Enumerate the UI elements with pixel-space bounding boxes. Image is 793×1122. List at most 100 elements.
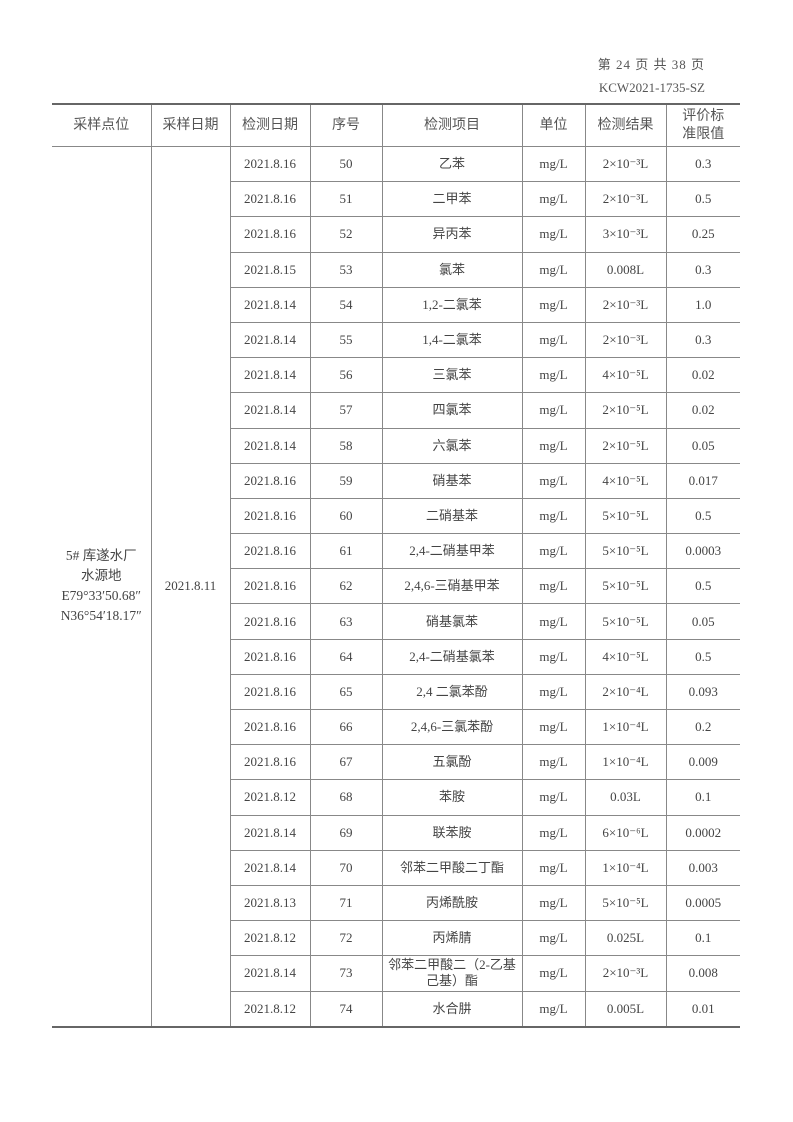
unit-cell: mg/L [521, 673, 586, 711]
col-limit: 评价标 准限值 [665, 103, 740, 147]
result-cell: 1×10⁻⁴L [584, 849, 667, 886]
result-cell: 2×10⁻⁴L [584, 673, 667, 711]
location-line2: 水源地 [81, 568, 122, 584]
test-date-cell: 2021.8.12 [230, 990, 311, 1028]
item-cell: 邻苯二甲酸二（2-乙基己基）酯 [381, 955, 523, 992]
test-date-cell: 2021.8.14 [230, 357, 311, 394]
limit-cell: 0.05 [665, 427, 740, 464]
table-row: 5# 库遂水厂 水源地 E79°33′50.68″ N36°54′18.17″ 2021… [52, 145, 740, 1028]
table-row: 2021.8.12 74 水合肼 mg/L 0.005L 0.01 [52, 990, 740, 1028]
limit-cell: 0.02 [665, 357, 740, 394]
table-row: 2021.8.13 71 丙烯酰胺 mg/L 5×10⁻⁵L 0.0005 [52, 884, 740, 922]
item-cell: 硝基氯苯 [381, 603, 523, 640]
col-result: 检测结果 [584, 103, 667, 147]
seq-cell: 61 [309, 533, 383, 570]
unit-cell: mg/L [521, 181, 586, 218]
seq-cell: 50 [309, 145, 383, 183]
item-cell: 丙烯酰胺 [381, 884, 523, 922]
unit-cell: mg/L [521, 990, 586, 1028]
seq-cell: 60 [309, 497, 383, 535]
limit-cell: 0.5 [665, 181, 740, 218]
result-cell: 0.03L [584, 779, 667, 816]
item-cell: 丙烯腈 [381, 920, 523, 957]
col-unit: 单位 [521, 103, 586, 147]
sample-date: 2021.8.11 [150, 145, 231, 1028]
unit-cell: mg/L [521, 533, 586, 570]
limit-cell: 0.008 [665, 955, 740, 992]
sample-location: 5# 库遂水厂 水源地 E79°33′50.68″ N36°54′18.17″ [52, 145, 152, 1028]
limit-cell: 0.009 [665, 744, 740, 781]
seq-cell: 55 [309, 321, 383, 359]
seq-cell: 70 [309, 849, 383, 886]
result-cell: 2×10⁻⁵L [584, 427, 667, 464]
item-cell: 氯苯 [381, 251, 523, 288]
result-cell: 2×10⁻³L [584, 181, 667, 218]
unit-cell: mg/L [521, 251, 586, 288]
unit-cell: mg/L [521, 462, 586, 499]
test-date-cell: 2021.8.16 [230, 603, 311, 640]
limit-cell: 1.0 [665, 286, 740, 323]
test-date-cell: 2021.8.14 [230, 427, 311, 464]
seq-cell: 62 [309, 568, 383, 605]
item-cell: 乙苯 [381, 145, 523, 183]
item-cell: 三氯苯 [381, 357, 523, 394]
result-cell: 2×10⁻⁵L [584, 392, 667, 429]
seq-cell: 63 [309, 603, 383, 640]
unit-cell: mg/L [521, 884, 586, 922]
seq-cell: 67 [309, 744, 383, 781]
unit-cell: mg/L [521, 321, 586, 359]
result-cell: 2×10⁻³L [584, 145, 667, 183]
page-number: 第 24 页 共 38 页 [597, 57, 705, 72]
col-sample-date: 采样日期 [150, 103, 231, 147]
result-cell: 1×10⁻⁴L [584, 744, 667, 781]
limit-cell: 0.3 [665, 321, 740, 359]
test-date-cell: 2021.8.14 [230, 955, 311, 992]
result-cell: 6×10⁻⁶L [584, 814, 667, 851]
item-cell: 硝基苯 [381, 462, 523, 499]
table-row: 2021.8.16 52 异丙苯 mg/L 3×10⁻³L 0.25 [52, 216, 740, 253]
item-cell: 四氯苯 [381, 392, 523, 429]
result-cell: 3×10⁻³L [584, 216, 667, 253]
seq-cell: 73 [309, 955, 383, 992]
unit-cell: mg/L [521, 708, 586, 746]
seq-cell: 53 [309, 251, 383, 288]
test-date-cell: 2021.8.16 [230, 497, 311, 535]
result-cell: 0.025L [584, 920, 667, 957]
table-header: 采样点位 采样日期 检测日期 序号 检测项目 单位 检测结果 评价标 准限值 [52, 103, 740, 147]
unit-cell: mg/L [521, 849, 586, 886]
result-cell: 5×10⁻⁵L [584, 568, 667, 605]
test-date-cell: 2021.8.14 [230, 321, 311, 359]
item-cell: 2,4,6-三氯苯酚 [381, 708, 523, 746]
limit-cell: 0.2 [665, 708, 740, 746]
unit-cell: mg/L [521, 955, 586, 992]
test-date-cell: 2021.8.14 [230, 814, 311, 851]
table-row: 2021.8.14 54 1,2-二氯苯 mg/L 2×10⁻³L 1.0 [52, 286, 740, 323]
location-line4: N36°54′18.17″ [60, 608, 142, 624]
item-cell: 异丙苯 [381, 216, 523, 253]
limit-cell: 0.02 [665, 392, 740, 429]
seq-cell: 68 [309, 779, 383, 816]
col-location: 采样点位 [52, 103, 152, 147]
results-table: 采样点位 采样日期 检测日期 序号 检测项目 单位 检测结果 评价标 准限值 5#… [52, 103, 740, 1028]
limit-cell: 0.093 [665, 673, 740, 711]
test-date-cell: 2021.8.12 [230, 779, 311, 816]
unit-cell: mg/L [521, 920, 586, 957]
table-row: 2021.8.16 64 2,4-二硝基氯苯 mg/L 4×10⁻⁵L 0.5 [52, 638, 740, 675]
limit-cell: 0.017 [665, 462, 740, 499]
result-cell: 2×10⁻³L [584, 955, 667, 992]
table-row: 2021.8.12 68 苯胺 mg/L 0.03L 0.1 [52, 779, 740, 816]
table-row: 2021.8.16 51 二甲苯 mg/L 2×10⁻³L 0.5 [52, 181, 740, 218]
test-date-cell: 2021.8.14 [230, 849, 311, 886]
item-cell: 苯胺 [381, 779, 523, 816]
limit-cell: 0.5 [665, 568, 740, 605]
test-date-cell: 2021.8.16 [230, 216, 311, 253]
result-cell: 5×10⁻⁵L [584, 603, 667, 640]
item-cell: 水合肼 [381, 990, 523, 1028]
table-row: 2021.8.14 73 邻苯二甲酸二（2-乙基己基）酯 mg/L 2×10⁻³L 0.0… [52, 955, 740, 992]
test-date-cell: 2021.8.16 [230, 533, 311, 570]
unit-cell: mg/L [521, 427, 586, 464]
location-line1: 5# 库遂水厂 [65, 548, 137, 564]
limit-cell: 0.25 [665, 216, 740, 253]
limit-cell: 0.1 [665, 920, 740, 957]
report-code: KCW2021-1735-SZ [598, 80, 705, 95]
